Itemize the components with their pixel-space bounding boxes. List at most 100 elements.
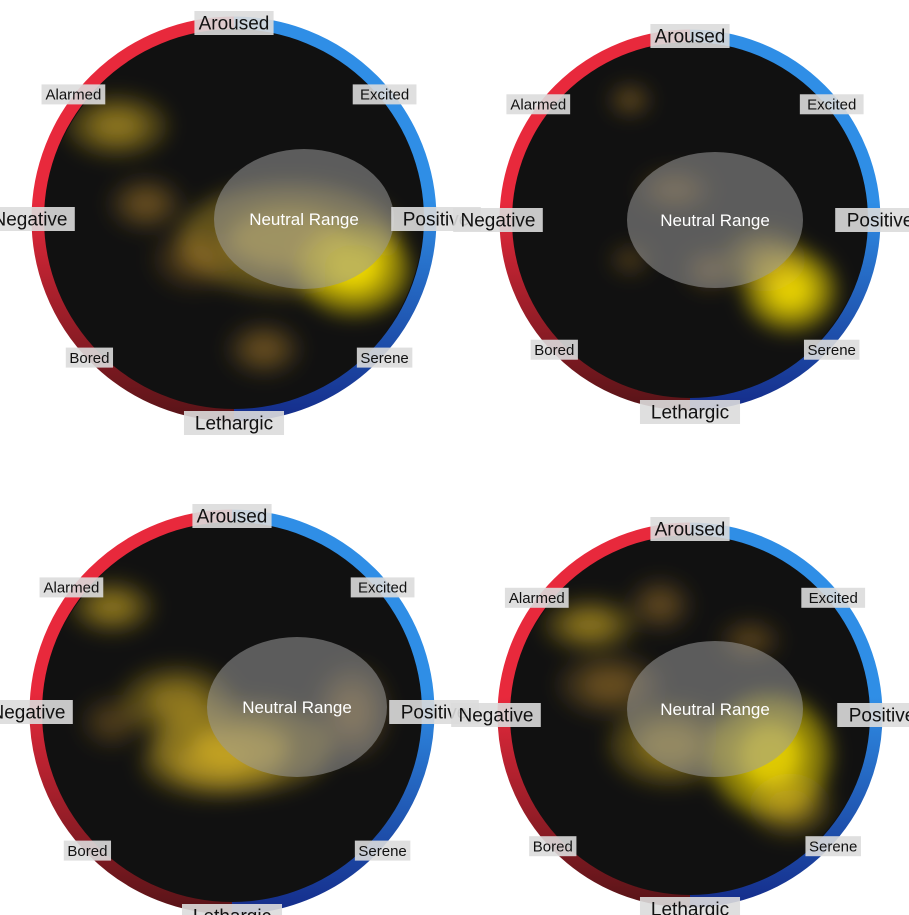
label-background: [530, 339, 578, 360]
label-background: [835, 208, 909, 232]
label-background: [192, 504, 272, 528]
label-text-negative: Negative: [461, 211, 536, 232]
axis-label-alarmed: Alarmed: [41, 84, 106, 105]
label-background: [65, 347, 114, 368]
label-background: [0, 207, 75, 231]
density-spot-core: [619, 91, 641, 109]
affect-circle-panel-top-left: Neutral Range Aroused Excited Positive Sere…: [0, 11, 481, 435]
axis-label-negative: Negative: [0, 207, 75, 231]
axis-label-aroused: Aroused: [650, 517, 730, 541]
label-text-lethargic: Lethargic: [651, 403, 729, 424]
affect-circle-svg: Neutral Range Aroused Excited Positive Sere…: [0, 504, 479, 915]
affect-circle-panel-bottom-right: Neutral Range Aroused Excited Positive Sere…: [451, 515, 909, 915]
label-background: [194, 11, 274, 35]
neutral-range-label: Neutral Range: [242, 698, 352, 717]
axis-label-serene: Serene: [803, 339, 860, 360]
axis-labels: Aroused Excited Positive Serene Lethargic Bor…: [453, 24, 909, 424]
label-text-positive: Positive: [403, 210, 470, 231]
label-text-aroused: Aroused: [655, 520, 726, 541]
label-background: [504, 587, 569, 608]
axis-label-negative: Negative: [0, 700, 73, 724]
axis-label-serene: Serene: [354, 840, 411, 861]
axis-label-negative: Negative: [451, 703, 541, 727]
density-spot-core: [95, 708, 129, 736]
axis-label-bored: Bored: [530, 339, 578, 360]
affect-circle-panel-top-right: Neutral Range Aroused Excited Positive Sere…: [453, 20, 909, 424]
axis-label-aroused: Aroused: [194, 11, 274, 35]
label-text-alarmed: Alarmed: [43, 580, 99, 597]
label-text-aroused: Aroused: [197, 507, 268, 528]
neutral-range-ellipse: [627, 152, 803, 288]
label-text-negative: Negative: [0, 703, 66, 724]
density-spot-core: [244, 335, 284, 363]
affect-circle-svg: Neutral Range Aroused Excited Positive Sere…: [0, 11, 481, 435]
density-spot-core: [90, 593, 134, 621]
label-background: [650, 517, 730, 541]
label-text-serene: Serene: [360, 350, 408, 367]
axis-label-negative: Negative: [453, 208, 543, 232]
label-background: [0, 700, 73, 724]
label-text-negative: Negative: [0, 210, 68, 231]
label-background: [350, 577, 415, 598]
label-text-alarmed: Alarmed: [45, 87, 101, 104]
axis-label-lethargic: Lethargic: [639, 897, 741, 915]
axis-label-excited: Excited: [350, 577, 415, 598]
label-background: [453, 208, 543, 232]
axis-label-lethargic: Lethargic: [639, 400, 741, 424]
axis-labels: Aroused Excited Positive Serene Lethargic Bor…: [0, 11, 481, 435]
label-background: [799, 94, 864, 115]
label-text-positive: Positive: [849, 706, 909, 727]
label-background: [63, 840, 112, 861]
label-text-aroused: Aroused: [655, 27, 726, 48]
neutral-range-label: Neutral Range: [249, 210, 359, 229]
label-text-excited: Excited: [809, 590, 858, 607]
label-background: [352, 84, 417, 105]
axis-label-lethargic: Lethargic: [181, 904, 283, 915]
label-text-positive: Positive: [847, 211, 909, 232]
label-text-excited: Excited: [358, 580, 407, 597]
axis-label-alarmed: Alarmed: [504, 587, 569, 608]
axis-label-alarmed: Alarmed: [506, 94, 571, 115]
label-text-excited: Excited: [360, 87, 409, 104]
label-background: [837, 703, 909, 727]
axis-label-aroused: Aroused: [192, 504, 272, 528]
density-spot-core: [89, 109, 145, 143]
label-text-negative: Negative: [459, 706, 534, 727]
neutral-range-ellipse: [214, 149, 394, 289]
label-text-excited: Excited: [807, 97, 856, 114]
axis-label-excited: Excited: [801, 587, 866, 608]
axis-label-positive: Positive: [837, 703, 909, 727]
density-spot-core: [565, 611, 615, 639]
label-text-positive: Positive: [401, 703, 468, 724]
axis-label-bored: Bored: [65, 347, 114, 368]
label-text-bored: Bored: [533, 838, 573, 855]
label-text-serene: Serene: [809, 838, 857, 855]
neutral-range-ellipse: [207, 637, 387, 777]
density-spot-core: [768, 788, 812, 822]
label-text-serene: Serene: [808, 342, 856, 359]
label-text-lethargic: Lethargic: [193, 907, 271, 915]
neutral-range-label: Neutral Range: [660, 211, 770, 230]
label-background: [529, 836, 577, 857]
affect-circle-svg: Neutral Range Aroused Excited Positive Sere…: [451, 517, 909, 915]
axis-labels: Aroused Excited Positive Serene Lethargic Bor…: [0, 504, 479, 915]
label-text-alarmed: Alarmed: [509, 590, 565, 607]
axis-label-bored: Bored: [63, 840, 112, 861]
axis-label-serene: Serene: [805, 836, 861, 857]
axis-label-bored: Bored: [529, 836, 577, 857]
label-text-lethargic: Lethargic: [651, 900, 729, 915]
label-text-bored: Bored: [67, 843, 107, 860]
label-background: [803, 339, 860, 360]
axis-label-serene: Serene: [356, 347, 413, 368]
density-spot-core: [619, 251, 641, 269]
axis-label-lethargic: Lethargic: [183, 411, 285, 435]
label-text-serene: Serene: [358, 843, 406, 860]
neutral-range-ellipse: [627, 641, 803, 777]
density-spot-core: [643, 591, 677, 619]
label-text-aroused: Aroused: [199, 14, 270, 35]
label-background: [506, 94, 571, 115]
affect-circle-panel-bottom-left: Neutral Range Aroused Excited Positive Sere…: [0, 504, 479, 915]
affect-circle-svg: Neutral Range Aroused Excited Positive Sere…: [453, 24, 909, 424]
axis-label-positive: Positive: [835, 208, 909, 232]
label-background: [41, 84, 106, 105]
